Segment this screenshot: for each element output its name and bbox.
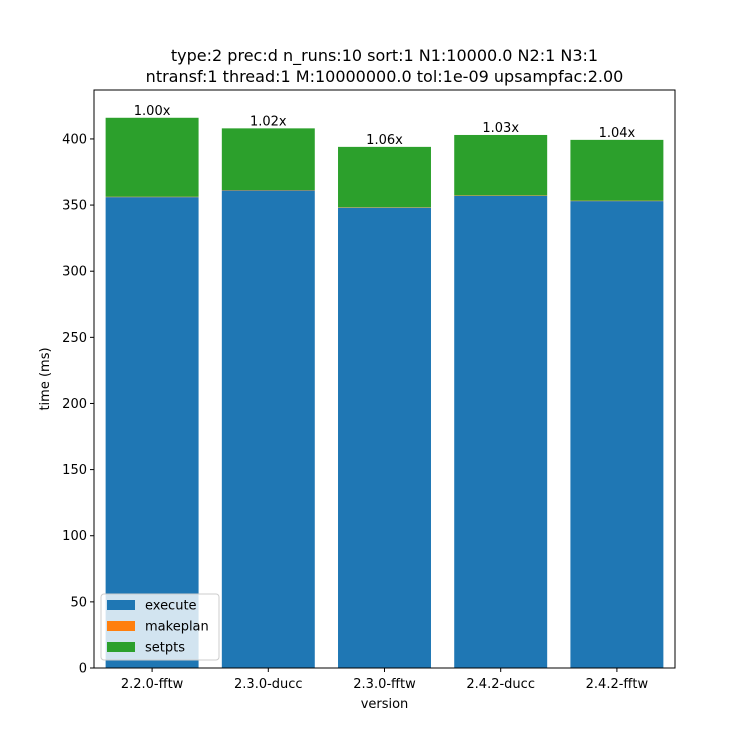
legend-swatch-setpts xyxy=(107,642,135,652)
y-tick-label: 150 xyxy=(62,463,87,478)
legend-label-setpts: setpts xyxy=(145,641,185,656)
y-tick-label: 250 xyxy=(62,331,87,346)
bar-execute-2.2.0-fftw xyxy=(105,197,199,668)
bar-setpts-2.4.2-fftw xyxy=(570,139,664,201)
bar-execute-2.3.0-fftw xyxy=(338,207,431,668)
bar-speedup-label: 1.06x xyxy=(366,133,403,148)
x-tick-label: 2.4.2-fftw xyxy=(586,677,649,692)
bar-speedup-label: 1.03x xyxy=(482,121,519,136)
bar-setpts-2.3.0-ducc xyxy=(221,128,315,191)
y-axis-label: time (ms) xyxy=(38,347,53,410)
chart-title-line: ntransf:1 thread:1 M:10000000.0 tol:1e-0… xyxy=(146,67,624,86)
x-tick-label: 2.3.0-fftw xyxy=(353,677,416,692)
bar-setpts-2.2.0-fftw xyxy=(105,117,199,197)
plot-area: 1.00x 1.02x 1.06x 1.03x 1.04x xyxy=(105,104,664,669)
bar-speedup-label: 1.02x xyxy=(250,114,287,129)
y-tick-label: 100 xyxy=(62,529,87,544)
bar-execute-2.4.2-fftw xyxy=(570,201,664,669)
bar-setpts-2.4.2-ducc xyxy=(454,134,548,196)
y-axis: 0 50 100 150 200 250 300 350 400 xyxy=(62,132,94,677)
x-tick-label: 2.4.2-ducc xyxy=(466,677,535,692)
bar-speedup-label: 1.04x xyxy=(599,126,636,141)
y-tick-label: 0 xyxy=(79,662,87,677)
legend-swatch-execute xyxy=(107,600,135,610)
legend-label-makeplan: makeplan xyxy=(145,620,209,635)
y-tick-label: 350 xyxy=(62,199,87,214)
y-tick-label: 50 xyxy=(70,595,87,610)
y-tick-label: 200 xyxy=(62,397,87,412)
x-tick-label: 2.3.0-ducc xyxy=(234,677,303,692)
y-tick-label: 400 xyxy=(62,132,87,147)
chart-title-line: type:2 prec:d n_runs:10 sort:1 N1:10000.… xyxy=(171,46,598,66)
legend: execute makeplan setpts xyxy=(100,593,220,661)
bar-speedup-label: 1.00x xyxy=(134,104,171,119)
x-axis-label: version xyxy=(361,697,409,712)
chart-title: type:2 prec:d n_runs:10 sort:1 N1:10000.… xyxy=(146,46,624,86)
bar-execute-2.4.2-ducc xyxy=(454,195,548,668)
x-tick-label: 2.2.0-fftw xyxy=(121,677,184,692)
bar-execute-2.3.0-ducc xyxy=(221,190,315,669)
bar-setpts-2.3.0-fftw xyxy=(338,146,431,208)
y-tick-label: 300 xyxy=(62,265,87,280)
legend-swatch-makeplan xyxy=(107,621,135,631)
legend-label-execute: execute xyxy=(145,599,197,614)
x-axis: 2.2.0-fftw 2.3.0-ducc 2.3.0-fftw 2.4.2-ducc… xyxy=(121,668,649,692)
